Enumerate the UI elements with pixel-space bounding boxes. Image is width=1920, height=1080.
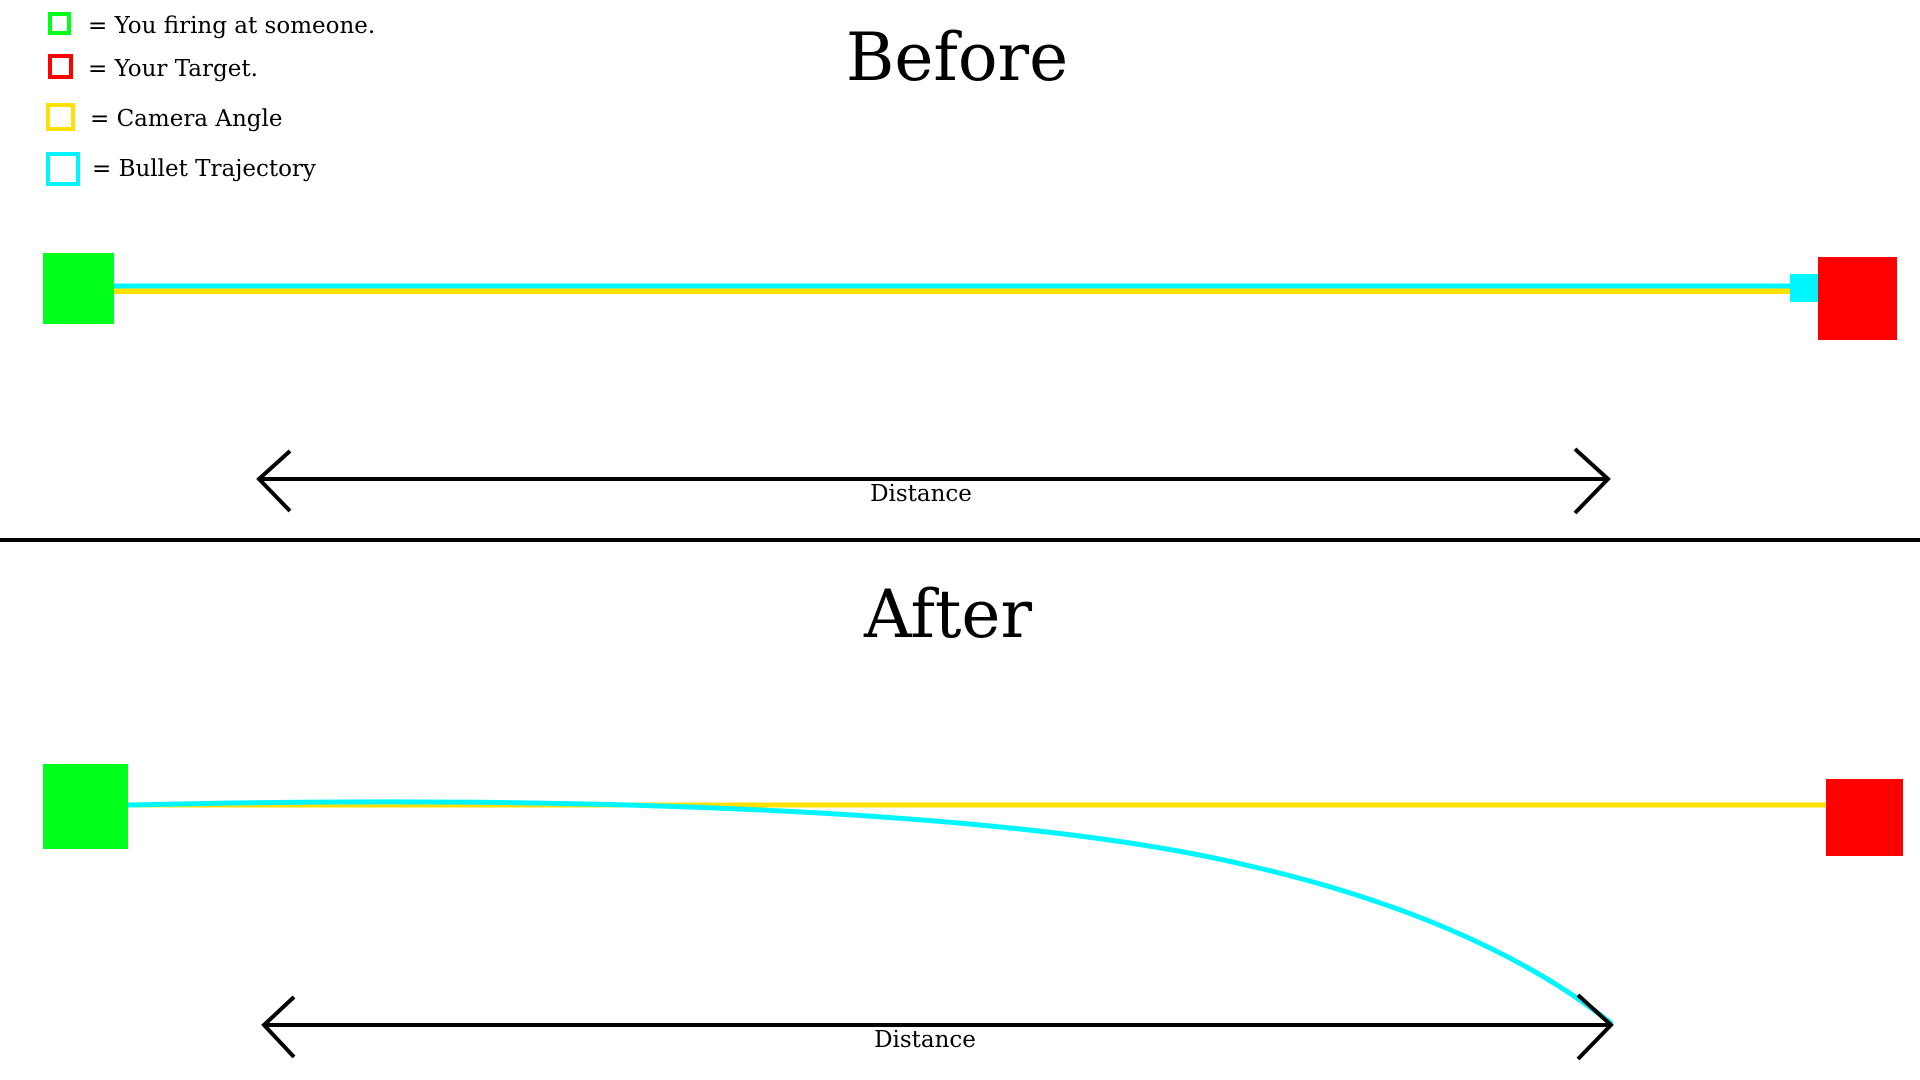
after-distance-arrowhead-left xyxy=(261,995,296,1059)
legend-label-bullet: = Bullet Trajectory xyxy=(92,156,316,182)
before-distance-arrow: Distance xyxy=(256,447,1611,515)
before-distance-label: Distance xyxy=(870,481,972,507)
after-title: After xyxy=(863,576,1033,653)
legend: = You firing at someone. = Your Target. … xyxy=(46,12,375,186)
before-title: Before xyxy=(846,19,1068,96)
after-distance-arrowhead-right xyxy=(1576,993,1614,1061)
before-distance-arrowhead-right xyxy=(1573,447,1611,515)
legend-label-shooter: = You firing at someone. xyxy=(88,13,375,39)
legend-label-camera: = Camera Angle xyxy=(90,106,282,132)
before-shooter-square xyxy=(43,253,114,324)
after-distance-arrow: Distance xyxy=(261,993,1614,1061)
legend-swatch-shooter xyxy=(48,12,71,35)
after-distance-label: Distance xyxy=(874,1027,976,1053)
before-panel: Before Distance xyxy=(43,19,1897,515)
after-shooter-square xyxy=(43,764,128,849)
legend-swatch-bullet xyxy=(46,152,80,186)
after-bullet-trajectory xyxy=(127,799,1614,1026)
before-distance-arrowhead-left xyxy=(256,449,292,513)
before-target-square xyxy=(1818,257,1897,340)
before-bullet-impact xyxy=(1790,274,1820,302)
after-target-square xyxy=(1826,779,1903,856)
after-panel: After Distance xyxy=(43,576,1903,1061)
legend-swatch-target xyxy=(48,54,73,79)
legend-label-target: = Your Target. xyxy=(88,56,258,82)
legend-swatch-camera xyxy=(46,103,75,131)
